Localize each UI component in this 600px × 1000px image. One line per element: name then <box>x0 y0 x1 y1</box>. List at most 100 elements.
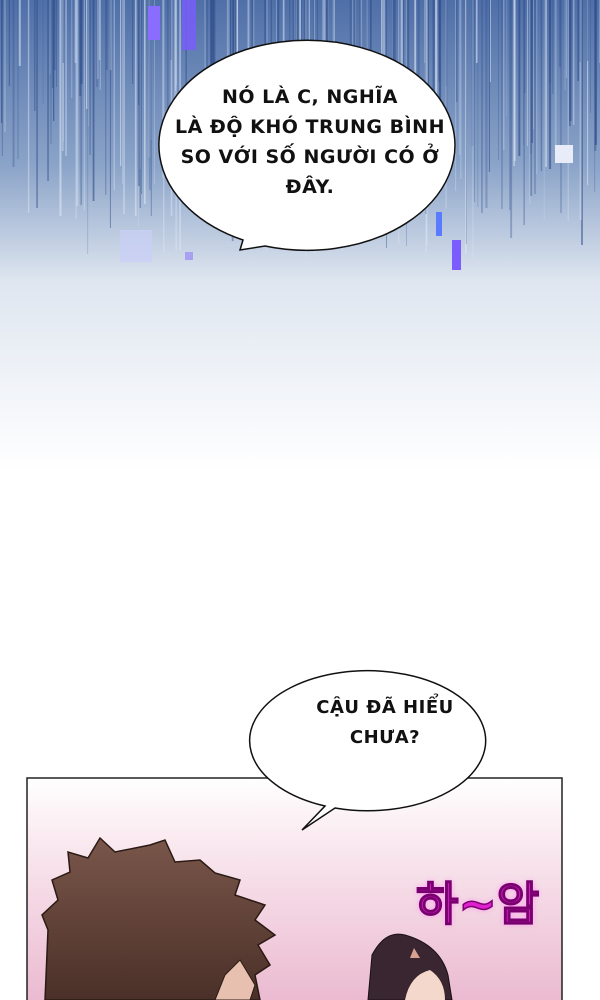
speech-line: LÀ ĐỘ KHÓ TRUNG BÌNH <box>175 116 445 138</box>
streak <box>62 0 64 63</box>
streak <box>49 0 51 74</box>
streak <box>472 0 474 258</box>
streak <box>137 0 140 186</box>
speech-line: NÓ LÀ C, NGHĨA <box>221 86 399 108</box>
streak <box>80 0 82 205</box>
streak <box>175 0 176 91</box>
streak <box>569 0 571 126</box>
streak <box>358 0 360 81</box>
speech-text-1: NÓ LÀ C, NGHĨA LÀ ĐỘ KHÓ TRUNG BÌNH SO V… <box>175 82 445 202</box>
streak <box>471 0 474 146</box>
streak <box>435 0 438 115</box>
streak <box>96 0 99 79</box>
streak <box>42 0 44 104</box>
streak <box>71 0 73 98</box>
streak <box>134 0 137 216</box>
streak <box>138 0 140 105</box>
streak <box>475 0 478 63</box>
streak <box>109 0 112 70</box>
streak <box>99 0 101 90</box>
streak <box>79 0 82 96</box>
streak <box>96 0 98 87</box>
streak <box>400 0 403 102</box>
streak <box>458 0 461 155</box>
streak <box>92 0 95 201</box>
streak <box>527 0 528 146</box>
streak <box>34 0 36 111</box>
streak <box>296 0 299 66</box>
streak <box>53 0 55 121</box>
streak <box>141 0 142 194</box>
streak <box>579 0 582 220</box>
streak <box>414 0 417 83</box>
speech-line: SO VỚI SỐ NGƯỜI CÓ Ở <box>180 146 440 168</box>
streak <box>185 0 187 109</box>
streak <box>529 0 531 204</box>
streak <box>590 0 591 113</box>
streak <box>167 0 169 129</box>
streak <box>308 0 310 67</box>
streak <box>264 0 267 75</box>
streak <box>149 0 151 190</box>
speech-bubble-1 <box>158 39 456 252</box>
streak <box>89 0 91 155</box>
streak <box>498 0 499 160</box>
streak <box>139 0 141 208</box>
streak <box>481 0 483 213</box>
streak <box>445 0 448 165</box>
streak <box>173 0 176 184</box>
streak <box>395 0 396 75</box>
streak <box>122 0 123 184</box>
streak <box>594 0 596 192</box>
streak <box>381 0 384 98</box>
speech-bubble-2 <box>248 669 487 831</box>
streak <box>506 0 508 116</box>
sound-effect-yawn: 하~암 <box>415 876 540 932</box>
speech-line: CHƯA? <box>349 727 421 748</box>
streak <box>251 0 253 83</box>
streak <box>403 0 404 116</box>
streak <box>54 0 56 70</box>
speech-line: CẬU ĐÃ HIỂU <box>316 697 454 718</box>
streak <box>226 0 229 90</box>
streak <box>513 0 516 161</box>
streak <box>581 0 583 245</box>
streak <box>162 0 164 178</box>
streak <box>154 0 155 184</box>
streak <box>460 0 462 179</box>
streak <box>27 0 30 213</box>
streak <box>533 0 534 129</box>
streak <box>439 0 442 115</box>
streak <box>65 0 67 156</box>
streak <box>438 0 441 82</box>
streak <box>564 0 566 90</box>
streak <box>417 0 420 130</box>
streak <box>549 0 552 83</box>
streak <box>540 0 543 171</box>
streak <box>518 0 521 156</box>
streak <box>599 0 600 63</box>
streak <box>204 0 206 81</box>
streak <box>465 0 467 254</box>
streak <box>477 0 479 207</box>
speech-text-2: CẬU ĐÃ HIỂU CHƯA? <box>275 693 495 753</box>
streak <box>86 0 88 109</box>
streak <box>366 0 368 84</box>
streak <box>392 0 395 99</box>
streak <box>474 0 476 202</box>
streak <box>105 0 107 195</box>
streak <box>523 0 524 145</box>
streak <box>594 0 597 145</box>
streak <box>455 0 457 191</box>
streak <box>530 0 533 196</box>
streak <box>83 0 85 210</box>
streak <box>432 0 435 139</box>
streak <box>120 0 122 166</box>
streak <box>113 0 115 190</box>
streak <box>543 0 545 220</box>
streak <box>332 0 334 65</box>
streak <box>485 0 488 208</box>
streak <box>1 0 3 123</box>
streak <box>456 0 458 102</box>
streak <box>74 0 77 63</box>
